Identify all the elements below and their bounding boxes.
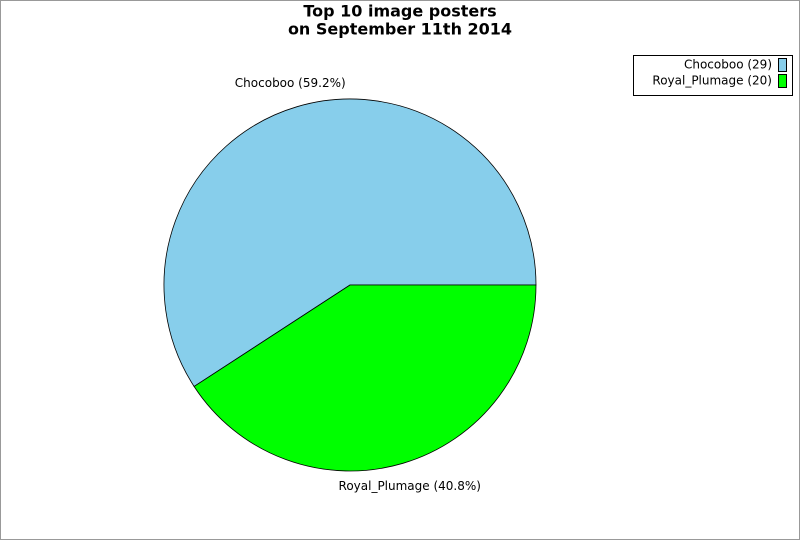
chart-title: on September 11th 2014 xyxy=(288,20,512,39)
slice-label: Royal_Plumage (40.8%) xyxy=(339,479,481,493)
legend-swatch xyxy=(778,74,787,88)
legend-label: Chocoboo (29) xyxy=(684,58,772,72)
pie-slice xyxy=(193,284,537,472)
pie-slice xyxy=(163,98,537,388)
legend-box xyxy=(633,55,793,96)
legend-swatch xyxy=(778,58,787,72)
chart-title: Top 10 image posters xyxy=(303,2,496,21)
legend-label: Royal_Plumage (20) xyxy=(652,74,772,88)
slice-label: Chocoboo (59.2%) xyxy=(235,76,346,90)
